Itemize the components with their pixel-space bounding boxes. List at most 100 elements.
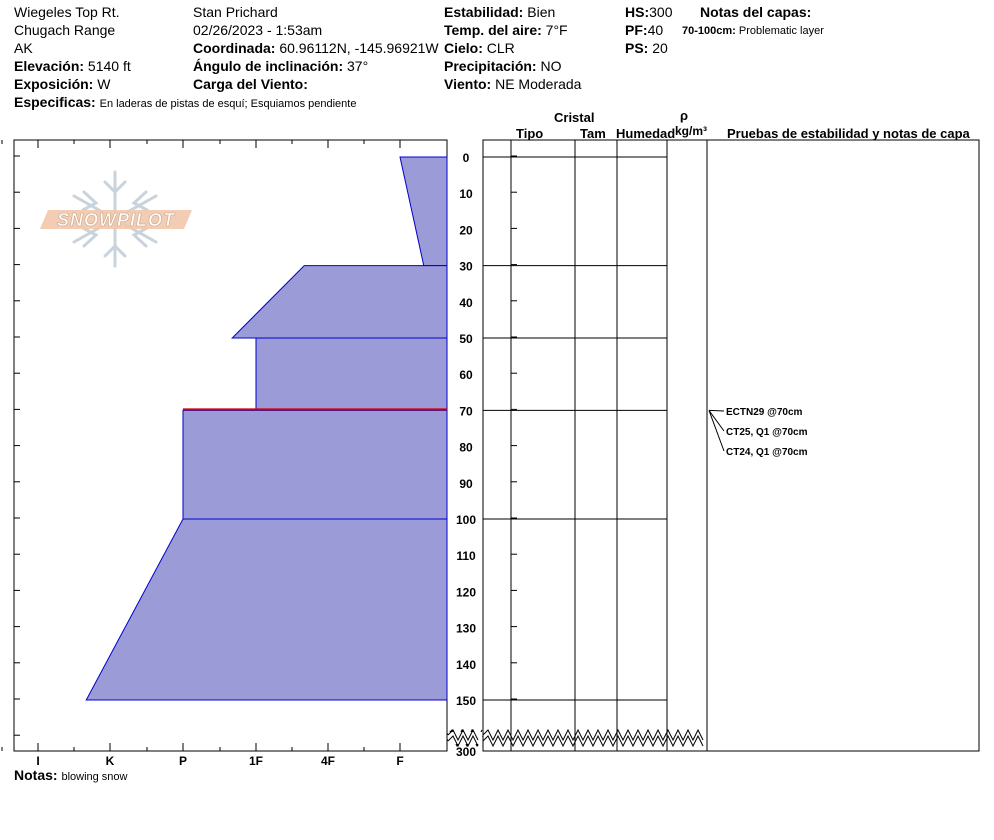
- sky-label: Cielo:: [444, 40, 483, 56]
- hardness-tick-label: F: [396, 754, 403, 768]
- depth-break-mark: [482, 728, 704, 742]
- humedad-header: Humedad: [616, 126, 676, 141]
- location-name: Wiegeles Top Rt.: [14, 4, 120, 20]
- layer-note-text: Problematic layer: [738, 25, 824, 37]
- stability-test-pointer: [708, 409, 725, 412]
- profile-frame: [13, 139, 448, 752]
- specifics-value: En laderas de pistas de esquí; Esquiamos…: [99, 98, 357, 110]
- depth-tick-label: 90: [459, 477, 473, 491]
- break-gap: [448, 732, 482, 744]
- hardness-tick-label: K: [106, 754, 115, 768]
- specifics-label: Especificas:: [14, 94, 96, 110]
- observation-datetime: 02/26/2023 - 1:53am: [193, 22, 323, 38]
- depth-break-mark: [446, 728, 483, 742]
- depth-tick-label: 40: [459, 296, 473, 310]
- depth-tick-label: 140: [456, 658, 476, 672]
- ps-label: PS:: [625, 40, 649, 56]
- snowflake-icon: [72, 170, 158, 268]
- notes-row: Notas: blowing snow: [14, 767, 128, 786]
- depth-tick-label: 0: [463, 151, 470, 165]
- slope-value: 37°: [347, 58, 369, 74]
- pf-value: 40: [647, 22, 664, 38]
- stability-label: Estabilidad:: [444, 4, 524, 20]
- state-name: AK: [14, 40, 33, 56]
- depth-tick-label: 20: [459, 223, 473, 237]
- depth-tick-label: 120: [456, 585, 476, 599]
- depth-tick-label: 150: [456, 694, 476, 708]
- stability-value: Bien: [527, 4, 556, 20]
- slope-row: Ángulo de inclinación: 37°: [193, 58, 368, 75]
- snowpilot-logo: SNOWPILOT: [40, 170, 192, 268]
- hardness-tick-label: 1F: [249, 754, 263, 768]
- air-temp-row: Temp. del aire: 7°F: [444, 22, 568, 39]
- sky-row: Cielo: CLR: [444, 40, 515, 57]
- aspect-value: W: [97, 76, 111, 92]
- stability-test-pointer: [708, 410, 725, 452]
- notes-value: blowing snow: [61, 771, 128, 783]
- layer-notes-label: Notas del capas:: [700, 4, 812, 20]
- stability-tests-header: Pruebas de estabilidad y notas de capa: [727, 126, 970, 141]
- hardness-profile: [13, 139, 448, 752]
- notes-label: Notas:: [14, 767, 58, 783]
- stability-row: Estabilidad: Bien: [444, 4, 555, 21]
- hardness-tick-label: I: [36, 754, 39, 768]
- hs-value: 300: [649, 4, 673, 20]
- depth-tick-label: 100: [456, 513, 476, 527]
- ps-value: 20: [652, 40, 668, 56]
- crystal-table: [446, 139, 980, 752]
- snow-layer: [182, 409, 448, 520]
- elevation-row: Elevación: 5140 ft: [14, 58, 131, 75]
- depth-tick-label: 60: [459, 368, 473, 382]
- density-symbol: ρ: [680, 108, 689, 123]
- hardness-tick-label: 4F: [321, 754, 335, 768]
- stability-test-label: CT24, Q1 @70cm: [726, 447, 808, 458]
- hs-label: HS:: [625, 4, 650, 20]
- wind-load-label: Carga del Viento:: [193, 76, 308, 92]
- aspect-label: Exposición:: [14, 76, 94, 92]
- snow-layer: [255, 337, 448, 411]
- slope-label: Ángulo de inclinación:: [193, 58, 344, 74]
- depth-tick-label: 10: [459, 187, 473, 201]
- snow-layer: [399, 156, 448, 267]
- axes: I K P 1F 4F F 0 10 20 30 40 50 60 70 80 90 100 110 120 130 1…: [1, 140, 476, 768]
- depth-break-mark: [446, 734, 483, 748]
- layer-note-row: 70-100cm: Problematic layer: [682, 23, 824, 40]
- air-temp-value: 7°F: [545, 22, 568, 38]
- coordinate-row: Coordinada: 60.96112N, -145.96921W: [193, 40, 439, 57]
- stability-test-label: CT25, Q1 @70cm: [726, 427, 808, 438]
- specifics-row: Especificas: En laderas de pistas de esq…: [14, 94, 356, 113]
- coordinate-value: 60.96112N, -145.96921W: [279, 40, 439, 56]
- coordinate-label: Coordinada:: [193, 40, 276, 56]
- sky-value: CLR: [486, 40, 515, 56]
- tam-header: Tam: [580, 126, 606, 141]
- logo-text: SNOWPILOT: [57, 210, 176, 230]
- precip-value: NO: [540, 58, 562, 74]
- depth-break-mark: [447, 728, 479, 742]
- density-unit: kg/m³: [675, 124, 708, 138]
- depth-break-mark: [482, 734, 704, 748]
- depth-break-mark: [447, 734, 479, 748]
- pf-label: PF:: [625, 22, 648, 38]
- elevation-value: 5140 ft: [87, 58, 131, 74]
- depth-bottom-label: 300: [456, 745, 476, 759]
- depth-tick-label: 80: [459, 441, 473, 455]
- wind-row: Viento: NE Moderada: [444, 76, 581, 93]
- elevation-label: Elevación:: [14, 58, 85, 74]
- snow-layer: [85, 518, 448, 701]
- hardness-tick-label: P: [179, 754, 187, 768]
- tipo-header: Tipo: [516, 126, 544, 141]
- depth-tick-label: 110: [456, 549, 476, 563]
- wind-value: NE Moderada: [495, 76, 582, 92]
- ps-row: PS: 20: [625, 40, 668, 57]
- precip-row: Precipitación: NO: [444, 58, 561, 75]
- depth-tick-label: 70: [459, 404, 473, 418]
- stability-tests-panel: ECTN29 @70cm CT25, Q1 @70cm CT24, Q1 @70cm: [708, 407, 808, 458]
- depth-tick-label: 50: [459, 332, 473, 346]
- aspect-row: Exposición: W: [14, 76, 110, 93]
- range-name: Chugach Range: [14, 22, 116, 38]
- cristal-header: Cristal: [554, 110, 595, 125]
- pf-row: PF:40: [625, 22, 663, 39]
- air-temp-label: Temp. del aire:: [444, 22, 542, 38]
- table-frame: [482, 139, 980, 752]
- depth-tick-label: 130: [456, 622, 476, 636]
